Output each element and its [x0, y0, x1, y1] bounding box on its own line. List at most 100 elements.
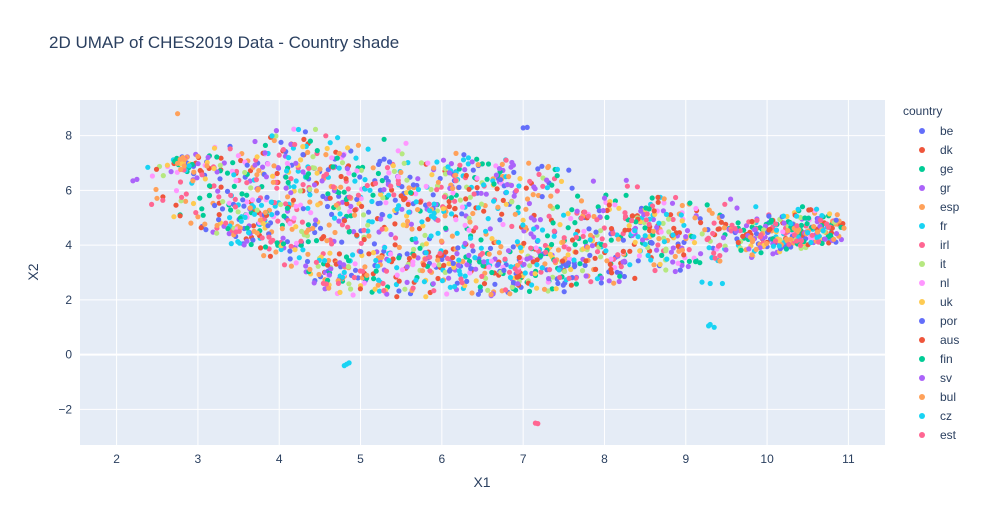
data-point-uk[interactable]	[473, 278, 479, 284]
data-point-est[interactable]	[323, 281, 329, 287]
data-point-gr[interactable]	[415, 176, 421, 182]
data-point-cz[interactable]	[434, 159, 440, 165]
data-point-aus[interactable]	[327, 195, 333, 201]
data-point-est[interactable]	[346, 194, 353, 200]
data-point-ge[interactable]	[305, 239, 311, 245]
data-point-est[interactable]	[773, 221, 779, 227]
data-point-cz[interactable]	[491, 198, 497, 204]
data-point-aus[interactable]	[516, 254, 522, 261]
data-point-uk[interactable]	[553, 286, 559, 292]
data-point-por[interactable]	[475, 291, 481, 297]
data-point-bul[interactable]	[406, 185, 412, 191]
data-point-sv[interactable]	[616, 278, 622, 285]
data-point-it[interactable]	[485, 287, 491, 293]
data-point-por[interactable]	[510, 280, 517, 286]
data-point-irl[interactable]	[372, 180, 379, 186]
data-point-cz[interactable]	[291, 184, 297, 190]
data-point-bul[interactable]	[366, 233, 372, 239]
data-point-irl[interactable]	[244, 180, 250, 186]
data-point-nl[interactable]	[459, 204, 465, 210]
data-point-ge[interactable]	[697, 260, 703, 266]
data-point-por[interactable]	[300, 206, 306, 212]
data-point-it[interactable]	[550, 274, 556, 280]
data-point-fr[interactable]	[258, 202, 265, 208]
data-point-dk[interactable]	[481, 281, 488, 287]
data-point-sv[interactable]	[528, 215, 534, 221]
data-point-aus[interactable]	[463, 172, 469, 179]
data-point-bul[interactable]	[604, 258, 610, 264]
data-point-fr[interactable]	[483, 228, 489, 234]
data-point-nl[interactable]	[567, 256, 573, 262]
data-point-sv[interactable]	[244, 238, 250, 244]
data-point-bul[interactable]	[254, 230, 260, 236]
data-point-sv[interactable]	[455, 262, 462, 268]
data-point-fin[interactable]	[642, 225, 648, 231]
data-point-bul[interactable]	[271, 163, 277, 169]
data-point-be[interactable]	[524, 124, 530, 130]
data-point-est[interactable]	[809, 232, 815, 238]
data-point-irl[interactable]	[655, 242, 661, 248]
data-point-it[interactable]	[365, 222, 371, 228]
data-point-bul[interactable]	[717, 258, 723, 264]
data-point-est[interactable]	[543, 249, 549, 255]
data-point-bul[interactable]	[545, 163, 552, 170]
data-point-fin[interactable]	[443, 225, 449, 231]
data-point-por[interactable]	[501, 267, 507, 273]
data-point-por[interactable]	[766, 213, 772, 219]
data-point-be[interactable]	[241, 203, 247, 209]
data-point-aus[interactable]	[390, 256, 396, 262]
data-point-it[interactable]	[442, 269, 448, 275]
data-point-bul[interactable]	[307, 199, 313, 205]
data-point-it[interactable]	[399, 151, 405, 157]
data-point-irl[interactable]	[580, 233, 586, 239]
data-point-it[interactable]	[254, 207, 260, 213]
data-point-fin[interactable]	[802, 215, 808, 221]
data-point-gr[interactable]	[685, 263, 691, 270]
data-point-sv[interactable]	[511, 193, 517, 199]
data-point-fr[interactable]	[335, 135, 341, 141]
data-point-por[interactable]	[240, 197, 246, 203]
data-point-sv[interactable]	[440, 157, 447, 163]
data-point-uk[interactable]	[298, 157, 304, 163]
data-point-uk[interactable]	[568, 266, 574, 273]
data-point-ge[interactable]	[735, 220, 741, 226]
data-point-est[interactable]	[578, 215, 585, 221]
data-point-bul[interactable]	[661, 196, 667, 202]
data-point-cz[interactable]	[571, 257, 577, 263]
data-point-it[interactable]	[404, 177, 410, 183]
data-point-fin[interactable]	[231, 183, 237, 189]
data-point-nl[interactable]	[780, 229, 786, 235]
legend-item-fr[interactable]: fr	[903, 216, 959, 235]
data-point-por[interactable]	[450, 260, 456, 266]
data-point-gr[interactable]	[487, 226, 493, 232]
data-point-irl[interactable]	[283, 201, 289, 207]
data-point-sv[interactable]	[378, 216, 384, 222]
data-point-sv[interactable]	[252, 138, 258, 145]
data-point-be[interactable]	[304, 258, 311, 265]
data-point-est[interactable]	[335, 280, 342, 286]
data-point-nl[interactable]	[386, 170, 392, 176]
data-point-esp[interactable]	[326, 257, 332, 264]
data-point-est[interactable]	[364, 182, 370, 189]
data-point-uk[interactable]	[423, 241, 429, 247]
data-point-cz[interactable]	[386, 258, 392, 264]
data-point-bul[interactable]	[450, 185, 456, 191]
data-point-cz[interactable]	[517, 245, 524, 251]
data-point-est[interactable]	[469, 243, 475, 249]
data-point-aus[interactable]	[627, 248, 633, 254]
data-point-bul[interactable]	[747, 234, 754, 240]
data-point-bul[interactable]	[796, 227, 802, 233]
data-point-fin[interactable]	[768, 219, 774, 225]
data-point-bul[interactable]	[834, 212, 840, 218]
data-point-fin[interactable]	[228, 207, 234, 213]
data-point-ge[interactable]	[448, 195, 454, 201]
data-point-uk[interactable]	[404, 213, 410, 219]
data-point-gr[interactable]	[214, 169, 220, 175]
data-point-irl[interactable]	[288, 243, 294, 249]
data-point-bul[interactable]	[270, 179, 276, 185]
data-point-est[interactable]	[815, 239, 822, 245]
data-point-nl[interactable]	[149, 173, 155, 179]
data-point-be[interactable]	[497, 217, 503, 223]
data-point-dk[interactable]	[336, 251, 342, 257]
data-point-bul[interactable]	[262, 209, 268, 215]
